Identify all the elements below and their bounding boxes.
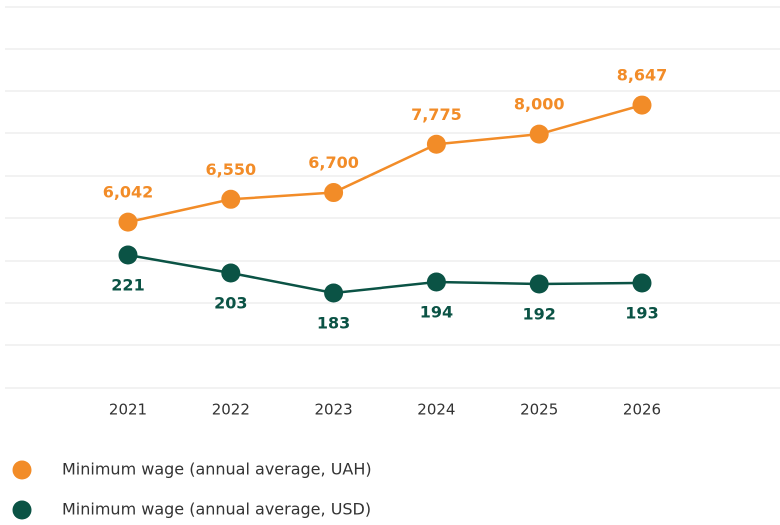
legend-marker xyxy=(12,500,32,520)
data-label: 193 xyxy=(625,304,658,323)
x-tick-label: 2026 xyxy=(623,401,661,419)
data-label: 192 xyxy=(522,305,555,324)
data-point xyxy=(221,189,241,209)
data-label: 7,775 xyxy=(411,105,462,124)
x-tick-label: 2022 xyxy=(212,401,250,419)
data-point xyxy=(221,263,241,283)
x-tick-label: 2021 xyxy=(109,401,147,419)
data-point xyxy=(426,272,446,292)
x-tick-label: 2023 xyxy=(315,401,353,419)
data-label: 6,042 xyxy=(103,183,154,202)
data-point xyxy=(324,283,344,303)
data-label: 221 xyxy=(111,276,144,295)
data-point xyxy=(118,245,138,265)
data-point xyxy=(324,183,344,203)
data-label: 183 xyxy=(317,314,350,333)
data-point xyxy=(529,124,549,144)
legend-label: Minimum wage (annual average, USD) xyxy=(62,500,371,519)
legend-marker xyxy=(12,460,32,480)
series-line xyxy=(127,103,643,224)
data-label: 203 xyxy=(214,294,247,313)
x-tick-label: 2024 xyxy=(417,401,455,419)
data-label: 194 xyxy=(420,303,453,322)
x-tick-label: 2025 xyxy=(520,401,558,419)
data-label: 8,647 xyxy=(617,66,668,85)
data-label: 8,000 xyxy=(514,95,565,114)
data-point xyxy=(529,274,549,294)
data-label: 6,700 xyxy=(308,153,359,172)
data-point xyxy=(632,273,652,293)
data-point xyxy=(426,134,446,154)
data-point xyxy=(632,95,652,115)
data-label: 6,550 xyxy=(205,160,256,179)
data-point xyxy=(118,212,138,232)
legend-label: Minimum wage (annual average, UAH) xyxy=(62,460,372,479)
series-line xyxy=(127,253,643,295)
